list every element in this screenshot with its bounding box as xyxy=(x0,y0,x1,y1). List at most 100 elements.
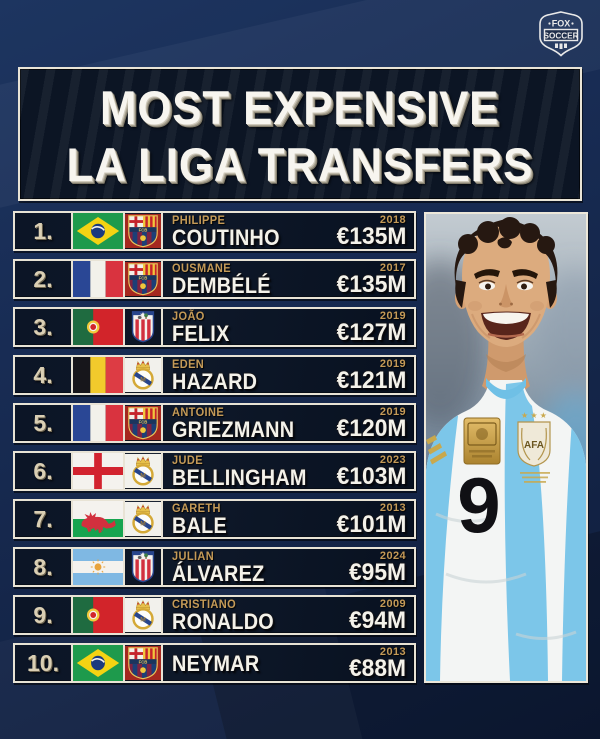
brazil-flag-icon xyxy=(73,645,125,681)
table-row: 10. FCB NEYMAR 2013 €88M xyxy=(13,643,416,683)
table-row: 2. FCB OUSMANE DEMBÉLÉ 2017 €135M xyxy=(13,259,416,299)
player-last-name: FELIX xyxy=(172,321,230,346)
rank-label: 5. xyxy=(15,405,73,441)
player-last-name: BALE xyxy=(172,513,227,538)
table-row: 5. FCB ANTOINE GRIEZMANN 2019 €120M xyxy=(13,403,416,443)
player-last-name: GRIEZMANN xyxy=(172,417,295,442)
transfer-fee: €135M xyxy=(336,271,406,298)
transfer-details: 2019 €120M xyxy=(333,406,406,442)
svg-text:FCB: FCB xyxy=(139,275,148,280)
gold-champion-badge-icon xyxy=(463,417,501,465)
transfer-details: 2024 €95M xyxy=(346,550,406,586)
gold-brand-stripes-icon xyxy=(426,435,447,465)
soccer-wordmark: SOCCER xyxy=(543,31,578,40)
table-row: 3. JOÃO FELIX 2019 €127M xyxy=(13,307,416,347)
player-info: PHILIPPE COUTINHO 2018 €135M xyxy=(163,213,414,249)
player-first-name: JULIAN xyxy=(172,549,215,563)
player-info: ANTOINE GRIEZMANN 2019 €120M xyxy=(163,405,414,441)
belgium-flag-icon xyxy=(73,357,125,393)
real-madrid-crest-icon: M xyxy=(125,453,163,489)
rank-label: 3. xyxy=(15,309,73,345)
player-info: NEYMAR 2013 €88M xyxy=(163,645,414,681)
player-last-name: DEMBÉLÉ xyxy=(172,273,271,298)
barcelona-crest-icon: FCB xyxy=(125,261,163,297)
rank-label: 1. xyxy=(15,213,73,249)
real-madrid-crest-icon: M xyxy=(125,501,163,537)
barcelona-crest-icon: FCB xyxy=(125,405,163,441)
transfer-details: 2017 €135M xyxy=(333,262,406,298)
table-row: 9. M CRISTIANO RONALDO 2009 €94M xyxy=(13,595,416,635)
rank-label: 9. xyxy=(15,597,73,633)
rank-label: 7. xyxy=(15,501,73,537)
brazil-flag-icon xyxy=(73,213,125,249)
transfer-fee: €127M xyxy=(336,319,406,346)
player-name: ANTOINE GRIEZMANN xyxy=(172,405,308,442)
player-first-name: JUDE xyxy=(172,453,203,467)
player-first-name: OUSMANE xyxy=(172,261,232,275)
rank-label: 6. xyxy=(15,453,73,489)
fox-wordmark: FOX xyxy=(552,19,571,29)
match-detail-text-line xyxy=(520,472,550,474)
match-detail-text-line xyxy=(524,481,546,483)
title-line-1: MOST EXPENSIVE xyxy=(100,81,500,134)
player-photo: ★ ★ ★ AFA 9 xyxy=(424,212,588,683)
title-panel-texture xyxy=(20,69,580,199)
table-row: 6. M JUDE BELLINGHAM 2023 €103M xyxy=(13,451,416,491)
title-line-2: LA LIGA TRANSFERS xyxy=(66,138,534,191)
player-info: JUDE BELLINGHAM 2023 €103M xyxy=(163,453,414,489)
player-info: OUSMANE DEMBÉLÉ 2017 €135M xyxy=(163,261,414,297)
player-last-name: HAZARD xyxy=(172,369,258,394)
atletico-madrid-crest-icon xyxy=(125,309,163,345)
transfer-year: 2017 xyxy=(379,262,406,274)
transfer-fee: €103M xyxy=(336,463,406,490)
rank-label: 10. xyxy=(15,645,73,681)
transfer-fee: €120M xyxy=(336,415,406,442)
title-panel: MOST EXPENSIVE LA LIGA TRANSFERS xyxy=(18,67,582,201)
argentina-jersey: ★ ★ ★ AFA 9 xyxy=(426,378,586,681)
transfer-details: 2018 €135M xyxy=(333,214,406,249)
afa-crest-label: AFA xyxy=(524,440,544,451)
rank-label: 4. xyxy=(15,357,73,393)
player-last-name: RONALDO xyxy=(172,609,274,634)
page-title: MOST EXPENSIVE LA LIGA TRANSFERS xyxy=(20,69,580,193)
transfer-year: 2013 xyxy=(379,502,406,514)
transfer-year: 2013 xyxy=(379,646,406,658)
transfer-fee: €101M xyxy=(336,511,406,538)
player-first-name: PHILIPPE xyxy=(172,213,226,227)
svg-text:M: M xyxy=(140,377,146,384)
transfer-details: 2019 €127M xyxy=(333,310,406,346)
svg-text:M: M xyxy=(140,473,146,480)
player-last-name: BELLINGHAM xyxy=(172,465,307,490)
svg-text:FCB: FCB xyxy=(139,227,148,232)
player-info: GARETH BALE 2013 €101M xyxy=(163,501,414,537)
transfer-year: 2019 xyxy=(379,310,406,322)
portugal-flag-icon xyxy=(73,309,125,345)
svg-text:M: M xyxy=(140,617,146,624)
transfer-fee: €88M xyxy=(348,655,406,682)
player-first-name: JOÃO xyxy=(172,309,205,323)
transfer-year: 2023 xyxy=(379,454,406,466)
player-last-name: NEYMAR xyxy=(172,650,260,676)
transfer-fee: €94M xyxy=(348,607,406,634)
table-row: 7. M GARETH BALE 2013 €101M xyxy=(13,499,416,539)
svg-text:FCB: FCB xyxy=(139,419,148,424)
england-flag-icon xyxy=(73,453,125,489)
portugal-flag-icon xyxy=(73,597,125,633)
transfer-fee: €95M xyxy=(348,559,406,586)
svg-text:M: M xyxy=(140,521,146,528)
transfer-details: 2013 €101M xyxy=(333,502,406,538)
transfer-fee: €121M xyxy=(336,367,406,394)
player-name: JUDE BELLINGHAM xyxy=(172,453,322,490)
barcelona-crest-icon: FCB xyxy=(125,213,163,249)
player-first-name: ANTOINE xyxy=(172,405,225,419)
afa-crest-icon: ★ ★ ★ AFA xyxy=(517,411,551,483)
player-name: JOÃO FELIX xyxy=(172,309,236,346)
player-name: EDEN HAZARD xyxy=(172,358,267,394)
transfer-details: 2013 €88M xyxy=(346,646,406,682)
player-face xyxy=(454,217,558,347)
rank-label: 2. xyxy=(15,261,73,297)
transfer-details: 2009 €94M xyxy=(346,598,406,634)
france-flag-icon xyxy=(73,261,125,297)
real-madrid-crest-icon: M xyxy=(125,597,163,633)
player-last-name: COUTINHO xyxy=(172,225,280,250)
